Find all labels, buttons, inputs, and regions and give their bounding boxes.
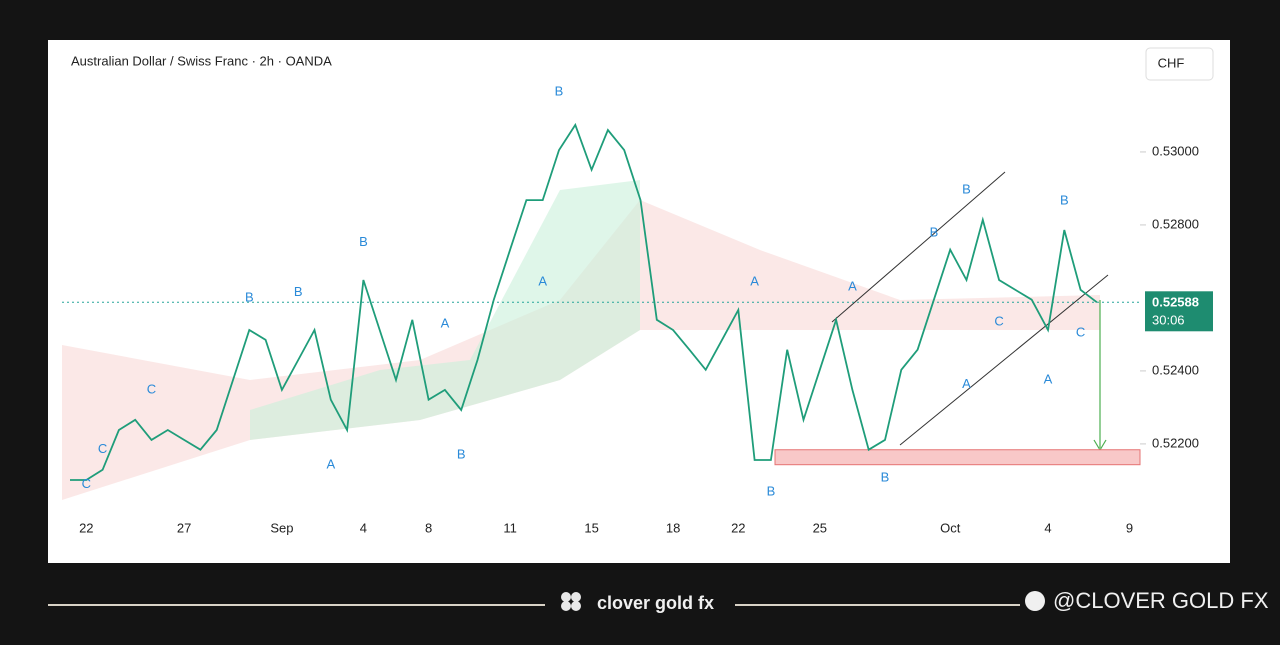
- x-tick-label: 22: [79, 520, 93, 535]
- wave-label: C: [147, 381, 156, 396]
- wave-label: C: [994, 313, 1003, 328]
- wave-label: A: [326, 457, 335, 472]
- channel-line: [899, 274, 1109, 446]
- wave-label: B: [1060, 192, 1069, 207]
- wave-label: C: [98, 441, 107, 456]
- wave-label: B: [457, 446, 466, 461]
- wave-label: B: [555, 84, 564, 99]
- x-tick-label: 11: [503, 520, 517, 535]
- wave-label: A: [538, 273, 547, 288]
- channel-line: [831, 171, 1006, 323]
- wave-label: B: [245, 289, 254, 304]
- x-tick-label: 8: [425, 520, 432, 535]
- currency-label: CHF: [1158, 55, 1185, 70]
- y-tick-label: 0.52400: [1152, 362, 1199, 377]
- wave-label: A: [962, 376, 971, 391]
- x-tick-label: 25: [813, 520, 827, 535]
- wave-label: B: [930, 224, 939, 239]
- wave-label: C: [82, 476, 91, 491]
- y-tick-label: 0.53000: [1152, 143, 1199, 158]
- facebook-icon: [1025, 591, 1045, 611]
- support-zone: [774, 449, 1141, 466]
- x-tick-label: 18: [666, 520, 680, 535]
- x-tick-label: Sep: [270, 520, 293, 535]
- wave-label: B: [359, 234, 368, 249]
- chart-title: Australian Dollar / Swiss Franc · 2h · O…: [71, 53, 332, 68]
- currency-box[interactable]: [1145, 47, 1214, 81]
- x-tick-label: 4: [360, 520, 367, 535]
- clover-icon: [561, 592, 581, 611]
- y-tick-label: 0.52200: [1152, 435, 1199, 450]
- wave-label: B: [881, 469, 890, 484]
- x-tick-label: 15: [584, 520, 598, 535]
- price-line: [70, 122, 1098, 481]
- wave-label: B: [962, 181, 971, 196]
- y-tick-label: 0.52800: [1152, 216, 1199, 231]
- x-tick-label: Oct: [940, 520, 961, 535]
- last-price-label: 0.52588: [1152, 295, 1199, 310]
- x-tick-label: 22: [731, 520, 745, 535]
- wave-label: C: [1076, 324, 1085, 339]
- countdown: 30:06: [1152, 313, 1185, 328]
- wave-label: B: [294, 284, 303, 299]
- x-tick-label: 9: [1126, 520, 1133, 535]
- brand: clover gold fx: [597, 593, 714, 613]
- x-tick-label: 27: [177, 520, 191, 535]
- wave-label: A: [848, 278, 857, 293]
- wave-label: A: [1044, 371, 1053, 386]
- wave-label: B: [767, 484, 776, 499]
- handle: @CLOVER GOLD FX: [1053, 588, 1269, 613]
- last-price-box: [1145, 291, 1213, 332]
- wave-label: A: [750, 273, 759, 288]
- wave-label: A: [441, 315, 450, 330]
- cloud-band: [250, 180, 640, 440]
- x-tick-label: 4: [1044, 520, 1051, 535]
